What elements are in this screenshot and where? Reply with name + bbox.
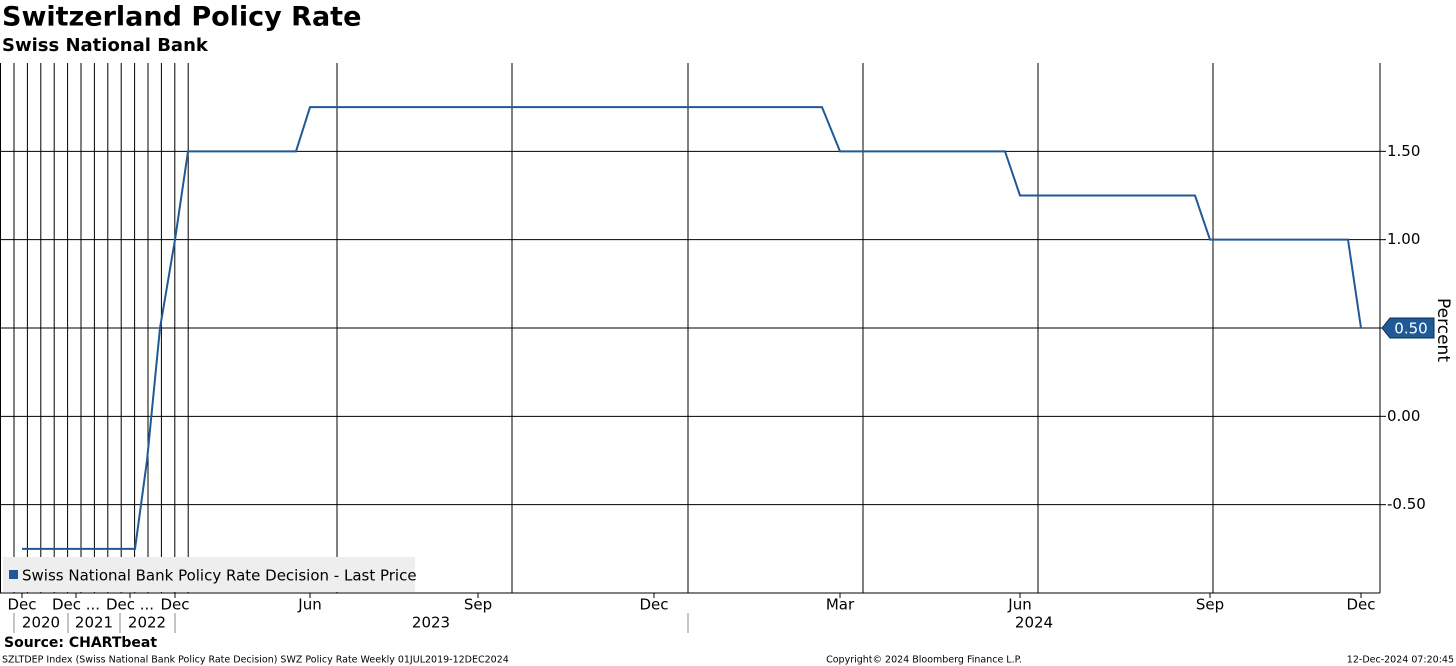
legend-box (3, 557, 415, 592)
x-tick-label: Jun (297, 596, 321, 614)
x-year-label: 2020 (22, 614, 60, 632)
y-axis-label: Percent (1433, 298, 1453, 362)
x-tick-label: Mar (826, 596, 855, 614)
x-year-label: 2023 (412, 614, 450, 632)
x-year-label: 2021 (75, 614, 113, 632)
source: Source: CHARTbeat (4, 635, 157, 651)
last-price-tag (1381, 317, 1435, 339)
x-tick-label: Dec (7, 596, 36, 614)
legend-label: Swiss National Bank Policy Rate Decision… (22, 567, 417, 585)
chart-subtitle: Swiss National Bank (2, 35, 209, 56)
x-year-label: 2024 (1015, 614, 1053, 632)
y-tick-label: 1.50 (1387, 142, 1420, 160)
y-tick-label: 1.00 (1387, 230, 1420, 248)
line-series (22, 106, 1362, 550)
footer-center: Copyright© 2024 Bloomberg Finance L.P. (826, 655, 1022, 666)
x-tick-label: Dec (1346, 596, 1375, 614)
x-tick-label: Dec ... (106, 596, 154, 614)
footer-left: SZLTDEP Index (Swiss National Bank Polic… (2, 655, 509, 666)
x-tick-label: Jun (1007, 596, 1031, 614)
x-tick-label: Dec (160, 596, 189, 614)
x-tick-label: Dec ... (52, 596, 100, 614)
y-tick-label: 0.00 (1387, 407, 1420, 425)
x-tick-label: Sep (464, 596, 492, 614)
x-tick-label: Sep (1196, 596, 1224, 614)
chart-title: Switzerland Policy Rate (2, 2, 361, 33)
last-price-label: 0.50 (1394, 320, 1427, 338)
y-tick-label: -0.50 (1387, 495, 1426, 513)
x-tick-label: Dec (639, 596, 668, 614)
legend-swatch (9, 570, 18, 579)
x-year-label: 2022 (128, 614, 166, 632)
footer-right: 12-Dec-2024 07:20:45 (1347, 655, 1454, 666)
